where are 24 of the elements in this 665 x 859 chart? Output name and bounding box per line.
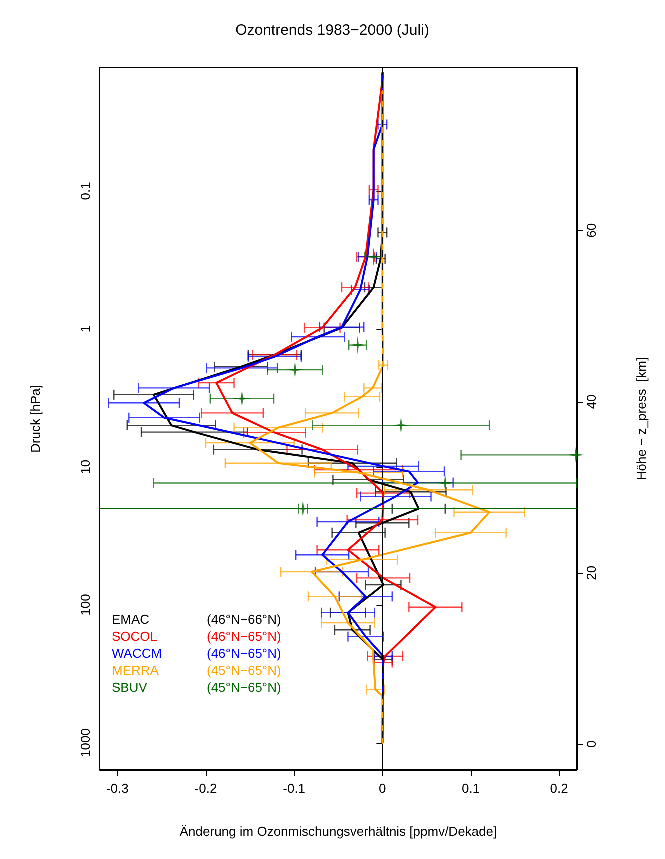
y-tick-label: 1000 bbox=[78, 728, 93, 758]
text: WACCM (46°N−65°N) bbox=[112, 646, 282, 661]
x-axis-title: Änderung im Ozonmischungsverhältnis [ppmv/Dekade] bbox=[180, 824, 498, 839]
y2-tick-label: 40 bbox=[584, 394, 599, 410]
x-tick-label: 0.2 bbox=[550, 781, 568, 796]
y-axis-title: Druck [hPa] bbox=[28, 385, 43, 453]
y2-tick-label: 0 bbox=[584, 740, 599, 748]
chart-title: Ozontrends 1983−2000 (Juli) bbox=[236, 22, 430, 39]
y-tick-label: 10 bbox=[78, 460, 93, 474]
text: SBUV (45°N−65°N) bbox=[112, 680, 282, 695]
x-tick-label: -0.1 bbox=[283, 781, 306, 796]
y-tick-label: 100 bbox=[78, 594, 93, 616]
x-tick-label: 0.1 bbox=[462, 781, 480, 796]
x-tick-label: -0.3 bbox=[106, 781, 129, 796]
y-tick-label: 1 bbox=[78, 326, 93, 333]
text: MERRA (45°N−65°N) bbox=[112, 663, 282, 678]
y2-tick-label: 60 bbox=[584, 223, 599, 238]
x-tick-label: -0.2 bbox=[194, 781, 218, 796]
x-tick-label: 0 bbox=[379, 781, 386, 796]
y2-axis-title: Höhe − z_press [km] bbox=[634, 357, 649, 481]
y-tick-label: 0.1 bbox=[78, 182, 93, 200]
y2-tick-label: 20 bbox=[584, 566, 599, 580]
text: SOCOL (46°N−65°N) bbox=[112, 629, 282, 644]
text: EMAC (46°N−66°N) bbox=[112, 612, 282, 627]
